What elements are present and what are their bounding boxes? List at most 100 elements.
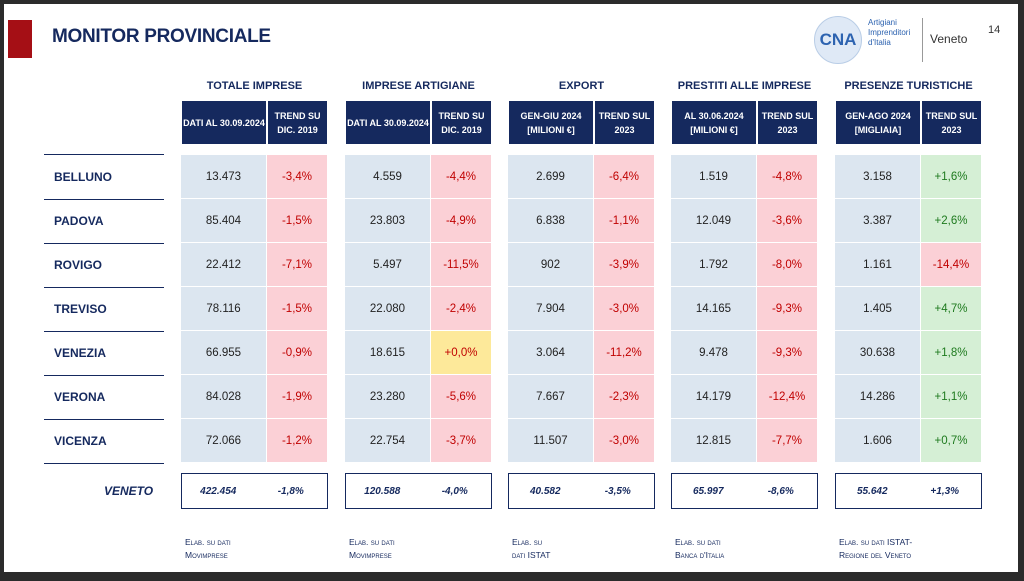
- header-trend: TREND SU DIC. 2019: [267, 100, 328, 145]
- row-divider: [44, 375, 164, 376]
- trend-cell: +1,8%: [921, 331, 982, 375]
- row-divider: [44, 463, 164, 464]
- trend-cell: +1,6%: [921, 155, 982, 199]
- trend-cell: -4,4%: [431, 155, 492, 199]
- trend-cell: -14,4%: [921, 243, 982, 287]
- trend-cell: -2,3%: [594, 375, 655, 419]
- source-note-line: Elab. su dati ISTAT-: [839, 537, 913, 547]
- total-box: 40.582 -3,5%: [508, 473, 655, 509]
- source-note: Elab. su dati Movimprese: [349, 536, 499, 562]
- trend-cell: +1,1%: [921, 375, 982, 419]
- trend-cell: +0,7%: [921, 419, 982, 463]
- value-cell: 22.754: [345, 419, 431, 463]
- value-cell: 2.699: [508, 155, 594, 199]
- group-title: TOTALE IMPRESE: [206, 80, 303, 92]
- header-trend: TREND SUL 2023: [594, 100, 655, 145]
- value-cell: 5.497: [345, 243, 431, 287]
- value-cell: 4.559: [345, 155, 431, 199]
- value-cell: 12.815: [671, 419, 757, 463]
- trend-cell: -3,4%: [267, 155, 328, 199]
- source-note-line: dati ISTAT: [512, 550, 551, 560]
- value-cell: 9.478: [671, 331, 757, 375]
- group-title: IMPRESE ARTIGIANE: [362, 80, 475, 92]
- trend-cell: +2,6%: [921, 199, 982, 243]
- trend-cell: -3,9%: [594, 243, 655, 287]
- total-trend: +1,3%: [930, 485, 960, 497]
- value-cell: 1.519: [671, 155, 757, 199]
- trend-cell: -3,7%: [431, 419, 492, 463]
- total-box: 55.642 +1,3%: [835, 473, 982, 509]
- value-cell: 1.161: [835, 243, 921, 287]
- total-value: 120.588: [364, 485, 401, 497]
- value-cell: 7.904: [508, 287, 594, 331]
- trend-cell: -12,4%: [757, 375, 818, 419]
- row-name: VENEZIA: [54, 346, 107, 360]
- value-cell: 13.473: [181, 155, 267, 199]
- source-note-line: Movimprese: [349, 550, 392, 560]
- value-cell: 3.158: [835, 155, 921, 199]
- source-note-line: Movimprese: [185, 550, 228, 560]
- value-cell: 1.792: [671, 243, 757, 287]
- row-name: BELLUNO: [54, 170, 112, 184]
- row-divider: [44, 154, 164, 155]
- value-cell: 78.116: [181, 287, 267, 331]
- trend-cell: -9,3%: [757, 287, 818, 331]
- trend-cell: -2,4%: [431, 287, 492, 331]
- page-title: MONITOR PROVINCIALE: [52, 26, 271, 47]
- trend-cell: -1,1%: [594, 199, 655, 243]
- trend-cell: -7,1%: [267, 243, 328, 287]
- total-value: 40.582: [529, 485, 561, 497]
- trend-cell: -3,6%: [757, 199, 818, 243]
- trend-cell: -4,9%: [431, 199, 492, 243]
- value-cell: 30.638: [835, 331, 921, 375]
- trend-cell: -1,5%: [267, 287, 328, 331]
- source-note: Elab. su dati ISTAT: [512, 536, 662, 562]
- row-name: VERONA: [54, 390, 106, 404]
- source-note-line: Elab. su dati: [349, 537, 395, 547]
- group-title: EXPORT: [558, 80, 605, 92]
- value-cell: 11.507: [508, 419, 594, 463]
- group-title: PRESTITI ALLE IMPRESE: [677, 80, 812, 92]
- total-value: 422.454: [200, 485, 237, 497]
- header-value: GEN-AGO 2024 [MIGLIAIA]: [835, 100, 921, 145]
- trend-cell: -1,5%: [267, 199, 328, 243]
- value-cell: 72.066: [181, 419, 267, 463]
- total-value: 55.642: [856, 485, 888, 497]
- value-cell: 84.028: [181, 375, 267, 419]
- value-cell: 902: [508, 243, 594, 287]
- row-divider: [44, 287, 164, 288]
- value-cell: 18.615: [345, 331, 431, 375]
- total-trend: -4,0%: [441, 485, 468, 497]
- total-value: 65.997: [692, 485, 724, 497]
- value-cell: 22.412: [181, 243, 267, 287]
- header-value: AL 30.06.2024 [MILIONI €]: [671, 100, 757, 145]
- trend-cell: -0,9%: [267, 331, 328, 375]
- header-value: GEN-GIU 2024 [MILIONI €]: [508, 100, 594, 145]
- trend-cell: +0,0%: [431, 331, 492, 375]
- row-name: VICENZA: [54, 434, 107, 448]
- value-cell: 1.606: [835, 419, 921, 463]
- total-trend: -3,5%: [604, 485, 631, 497]
- trend-cell: -7,7%: [757, 419, 818, 463]
- trend-cell: -3,0%: [594, 419, 655, 463]
- row-divider: [44, 419, 164, 420]
- logo-text: Artigiani Imprenditori d'Italia: [868, 18, 911, 47]
- value-cell: 23.280: [345, 375, 431, 419]
- total-label: VENETO: [104, 484, 154, 498]
- page-number: 14: [988, 24, 1001, 36]
- header-value: DATI AL 30.09.2024: [181, 100, 267, 145]
- value-cell: 14.286: [835, 375, 921, 419]
- trend-cell: -1,9%: [267, 375, 328, 419]
- region-label: Veneto: [930, 32, 968, 46]
- group-title: PRESENZE TURISTICHE: [844, 80, 973, 92]
- source-note-line: Banca d'Italia: [675, 550, 725, 560]
- value-cell: 1.405: [835, 287, 921, 331]
- value-cell: 7.667: [508, 375, 594, 419]
- total-trend: -8,6%: [767, 485, 794, 497]
- logo-divider: [922, 18, 923, 62]
- trend-cell: -6,4%: [594, 155, 655, 199]
- trend-cell: -1,2%: [267, 419, 328, 463]
- value-cell: 85.404: [181, 199, 267, 243]
- value-cell: 22.080: [345, 287, 431, 331]
- header-trend: TREND SU DIC. 2019: [431, 100, 492, 145]
